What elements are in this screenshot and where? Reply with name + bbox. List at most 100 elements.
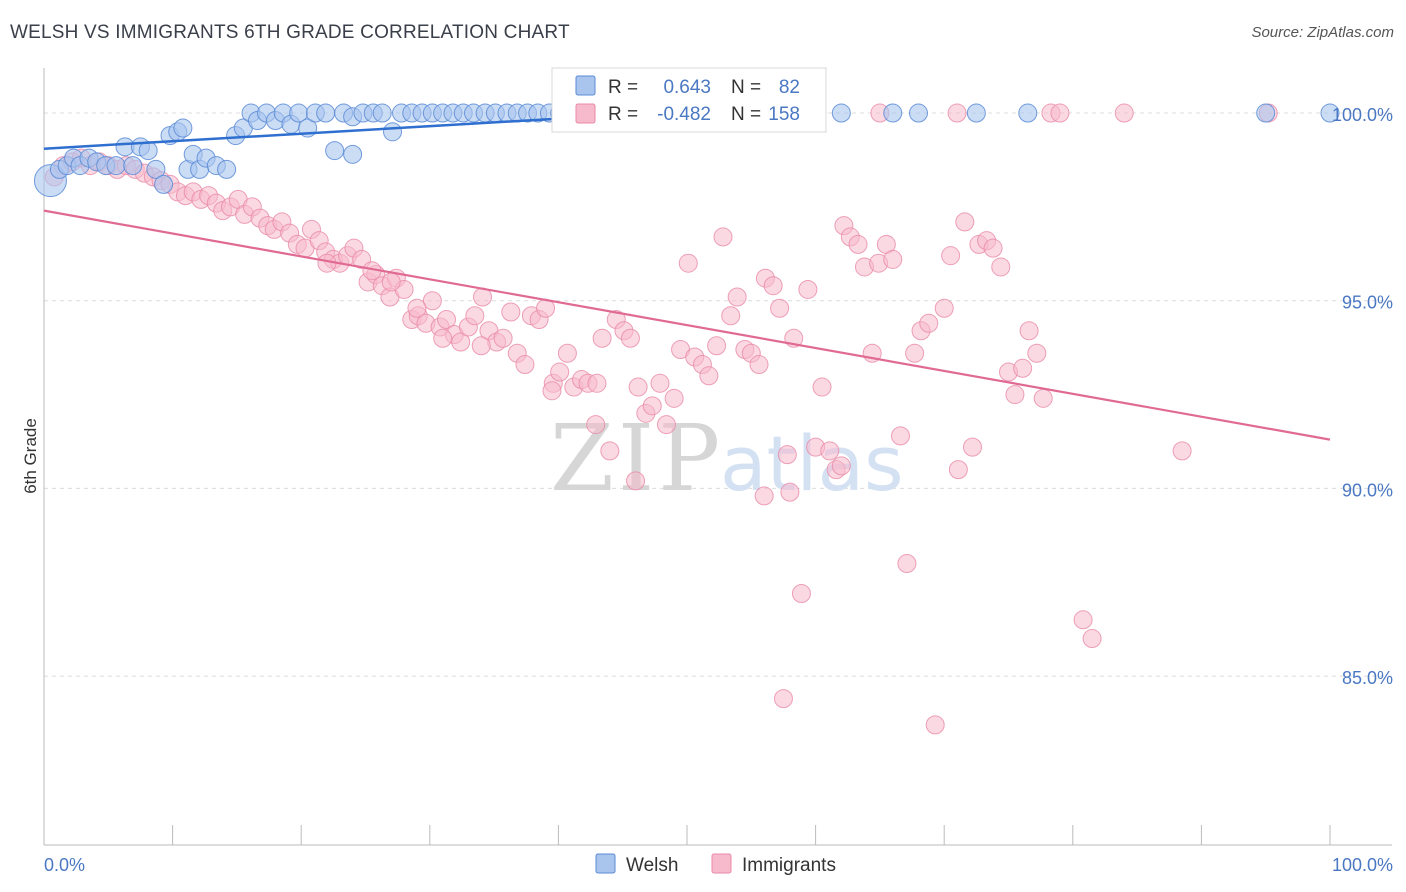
immigrants-point-49 xyxy=(422,291,442,311)
welsh-point-17 xyxy=(173,118,193,138)
watermark-zip: ZIP xyxy=(550,405,724,512)
immigrants-point-128 xyxy=(983,238,1003,258)
axes xyxy=(43,68,1392,846)
immigrants-point-125 xyxy=(962,437,982,457)
immigrants-point-55 xyxy=(465,306,485,326)
immigrants-point-80 xyxy=(642,396,662,416)
welsh-point-13 xyxy=(146,159,166,179)
immigrants-point-59 xyxy=(493,328,513,348)
immigrants-point-89 xyxy=(707,336,727,356)
immigrants-point-129 xyxy=(991,257,1011,277)
immigrants-point-137 xyxy=(1050,103,1070,123)
immigrants-point-144 xyxy=(947,103,967,123)
legend-welsh-r-label: R = xyxy=(608,77,638,98)
y-axis-label: 6th Grade xyxy=(21,418,40,494)
immigrants-point-78 xyxy=(628,377,648,397)
legend-welsh-swatch xyxy=(575,75,596,96)
immigrants-point-139 xyxy=(1082,629,1102,649)
immigrants-point-141 xyxy=(1172,441,1192,461)
welsh-point-35 xyxy=(316,103,336,123)
immigrants-point-67 xyxy=(550,362,570,382)
immigrants-point-124 xyxy=(955,212,975,232)
immigrants-point-72 xyxy=(586,415,606,435)
welsh-point-82 xyxy=(1320,103,1340,123)
welsh-point-42 xyxy=(383,122,403,142)
immigrants-point-123 xyxy=(948,460,968,480)
welsh-point-14 xyxy=(154,174,174,194)
immigrants-point-133 xyxy=(1019,321,1039,341)
immigrants-points xyxy=(44,103,1278,735)
trend-lines xyxy=(43,109,1331,441)
welsh-point-36 xyxy=(325,141,345,161)
immigrants-point-115 xyxy=(890,426,910,446)
bottom-legend: Welsh Immigrants xyxy=(595,853,836,876)
immigrants-point-92 xyxy=(727,287,747,307)
immigrants-point-98 xyxy=(770,298,790,318)
immigrants-point-121 xyxy=(934,298,954,318)
immigrants-point-51 xyxy=(437,309,457,329)
bottom-legend-welsh-swatch xyxy=(595,853,616,874)
welsh-point-41 xyxy=(372,103,392,123)
welsh-point-23 xyxy=(217,159,237,179)
welsh-point-10 xyxy=(123,156,143,176)
legend-immigrants-r-label: R = xyxy=(608,104,638,125)
welsh-point-12 xyxy=(138,141,158,161)
immigrants-point-149 xyxy=(831,456,851,476)
bottom-legend-immigrants-label: Immigrants xyxy=(742,855,836,876)
x-tick-label-0: 0.0% xyxy=(44,855,85,875)
bottom-legend-welsh-label: Welsh xyxy=(626,855,678,876)
immigrants-point-148 xyxy=(773,689,793,709)
immigrants-point-131 xyxy=(1005,385,1025,405)
immigrants-point-155 xyxy=(587,373,607,393)
watermark: ZIP atlas xyxy=(550,405,904,512)
immigrants-point-109 xyxy=(848,234,868,254)
x-tick-label-1: 100.0% xyxy=(1332,855,1393,875)
immigrants-point-138 xyxy=(1073,610,1093,630)
legend-immigrants-n-label: N = xyxy=(731,104,761,125)
y-tick-label-1: 90.0% xyxy=(1342,480,1393,500)
welsh-point-81 xyxy=(1256,103,1276,123)
chart-title: WELSH VS IMMIGRANTS 6TH GRADE CORRELATIO… xyxy=(10,22,570,43)
immigrants-point-146 xyxy=(780,482,800,502)
immigrants-point-105 xyxy=(820,441,840,461)
immigrants-point-73 xyxy=(592,328,612,348)
immigrants-point-151 xyxy=(471,336,491,356)
immigrants-point-82 xyxy=(656,415,676,435)
immigrants-point-81 xyxy=(650,373,670,393)
immigrants-point-154 xyxy=(542,381,562,401)
welsh-point-76 xyxy=(831,103,851,123)
immigrants-point-90 xyxy=(713,227,733,247)
immigrants-point-74 xyxy=(600,441,620,461)
immigrants-point-134 xyxy=(1027,343,1047,363)
legend-welsh-r-value: 0.643 xyxy=(663,77,711,98)
welsh-point-79 xyxy=(966,103,986,123)
immigrants-point-101 xyxy=(791,584,811,604)
immigrants-point-122 xyxy=(941,246,961,266)
immigrants-point-117 xyxy=(905,343,925,363)
immigrants-point-83 xyxy=(664,388,684,408)
immigrants-point-150 xyxy=(433,328,453,348)
welsh-point-77 xyxy=(883,103,903,123)
immigrants-point-152 xyxy=(407,298,427,318)
x-tick-labels: 0.0% 100.0% xyxy=(44,855,1393,875)
immigrants-point-119 xyxy=(919,313,939,333)
bottom-legend-immigrants-swatch xyxy=(711,853,732,874)
immigrants-point-91 xyxy=(721,306,741,326)
y-tick-label-0: 85.0% xyxy=(1342,668,1393,688)
legend-immigrants-n-value: 158 xyxy=(768,104,800,125)
immigrants-point-140 xyxy=(1114,103,1134,123)
legend-immigrants-swatch xyxy=(575,103,596,124)
legend-immigrants-r-value: -0.482 xyxy=(657,104,711,125)
immigrants-point-135 xyxy=(1033,388,1053,408)
immigrants-point-53 xyxy=(451,332,471,352)
immigrants-point-147 xyxy=(626,471,646,491)
source-label: Source: ZipAtlas.com xyxy=(1251,24,1394,41)
legend-box: R = 0.643 N = 82 R = -0.482 N = 158 xyxy=(551,67,827,133)
immigrants-point-62 xyxy=(515,355,535,375)
y-tick-label-3: 100.0% xyxy=(1332,105,1393,125)
immigrants-point-68 xyxy=(557,343,577,363)
immigrants-point-85 xyxy=(678,253,698,273)
immigrants-point-145 xyxy=(754,486,774,506)
immigrants-point-116 xyxy=(897,553,917,573)
